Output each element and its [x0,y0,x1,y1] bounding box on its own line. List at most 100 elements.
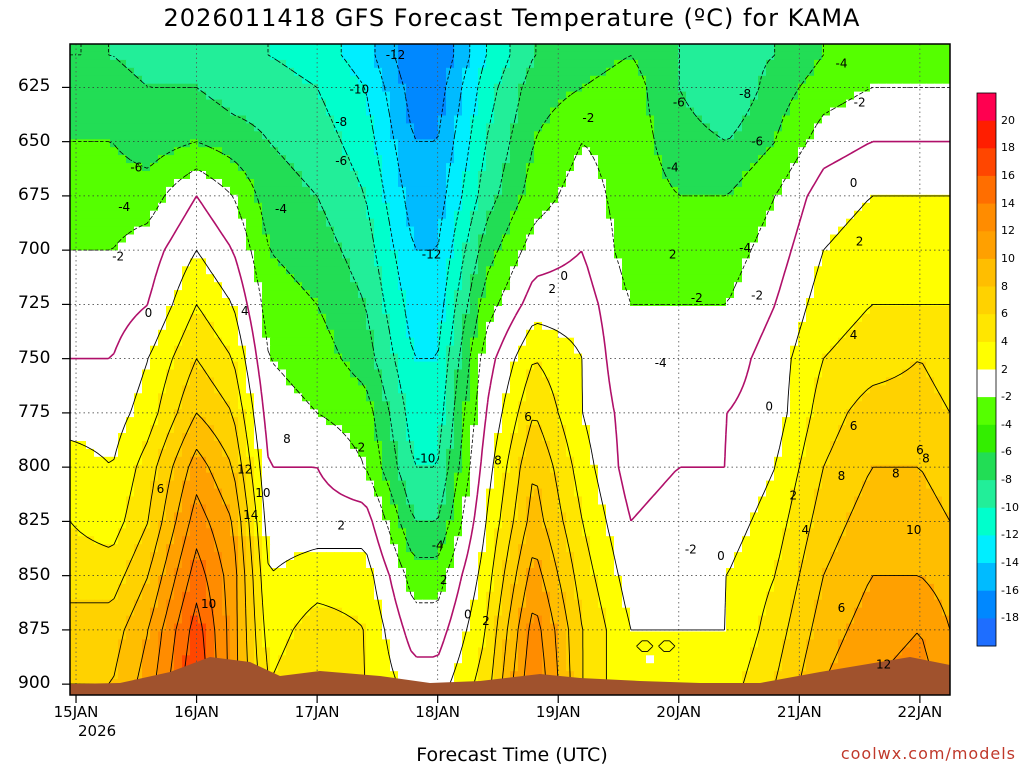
field-cell [918,115,927,124]
field-cell [758,123,767,132]
field-cell [598,266,607,275]
field-cell [854,385,863,394]
field-cell [678,258,687,267]
field-cell [838,298,847,307]
field-cell [710,155,719,164]
field-cell [886,202,895,212]
field-cell [246,107,255,116]
field-cell [382,329,391,339]
field-cell [446,393,455,402]
field-cell [318,242,327,251]
field-cell [702,329,711,339]
field-cell [894,234,903,243]
field-cell [886,75,895,85]
field-cell [798,226,807,236]
field-cell [326,393,335,402]
field-cell [302,321,311,331]
field-cell [222,242,231,251]
field-cell [374,242,383,251]
field-cell [254,115,263,124]
field-cell [574,99,583,109]
field-cell [446,274,455,283]
field-cell [742,377,751,386]
field-cell [726,115,735,124]
field-cell [798,163,807,172]
field-cell [502,393,511,402]
field-cell [542,258,551,267]
field-cell [894,250,903,259]
field-cell [126,147,135,156]
field-cell [118,401,127,410]
field-cell [318,337,327,347]
field-cell [350,321,359,331]
field-cell [166,393,175,402]
field-cell [726,321,735,331]
field-cell [798,51,807,61]
field-cell [606,226,615,236]
field-cell [710,107,719,116]
field-cell [750,226,759,236]
field-cell [286,250,295,259]
field-cell [302,361,311,371]
field-cell [742,369,751,378]
field-cell [310,306,319,315]
field-cell [606,329,615,339]
field-cell [558,67,567,77]
field-cell [774,171,783,180]
field-cell [622,83,631,93]
field-cell [134,226,143,236]
field-cell [398,298,407,307]
field-cell [494,83,503,93]
field-cell [870,282,879,291]
field-cell [686,313,695,323]
field-cell [734,194,743,204]
field-cell [718,51,727,61]
field-cell [102,266,111,275]
field-cell [926,274,935,283]
field-cell [86,401,95,410]
field-cell [310,186,319,196]
field-cell [358,369,367,378]
field-cell [806,282,815,291]
field-cell [470,369,479,378]
field-cell [230,163,239,172]
field-cell [838,369,847,378]
field-cell [462,147,471,156]
field-cell [662,186,671,196]
field-cell [798,75,807,85]
field-cell [462,385,471,394]
field-cell [390,202,399,212]
field-cell [366,83,375,93]
field-cell [542,298,551,307]
field-cell [70,258,79,267]
field-cell [422,329,431,339]
field-cell [390,274,399,283]
field-cell [814,44,823,53]
field-cell [774,75,783,85]
field-cell [542,345,551,355]
field-cell [630,298,639,307]
field-cell [654,179,663,188]
field-cell [806,210,815,220]
field-cell [270,401,279,410]
field-cell [598,210,607,220]
field-cell [158,345,167,355]
field-cell [758,385,767,394]
field-cell [110,139,119,148]
field-cell [126,313,135,323]
field-cell [838,202,847,212]
field-cell [166,274,175,283]
field-cell [662,298,671,307]
field-cell [222,123,231,132]
field-cell [214,274,223,283]
field-cell [934,345,943,355]
field-cell [478,83,487,93]
field-cell [558,99,567,109]
field-cell [582,67,591,77]
field-cell [718,306,727,315]
field-cell [926,385,935,394]
field-cell [694,361,703,371]
field-cell [926,194,935,204]
field-cell [374,75,383,85]
field-cell [502,234,511,243]
